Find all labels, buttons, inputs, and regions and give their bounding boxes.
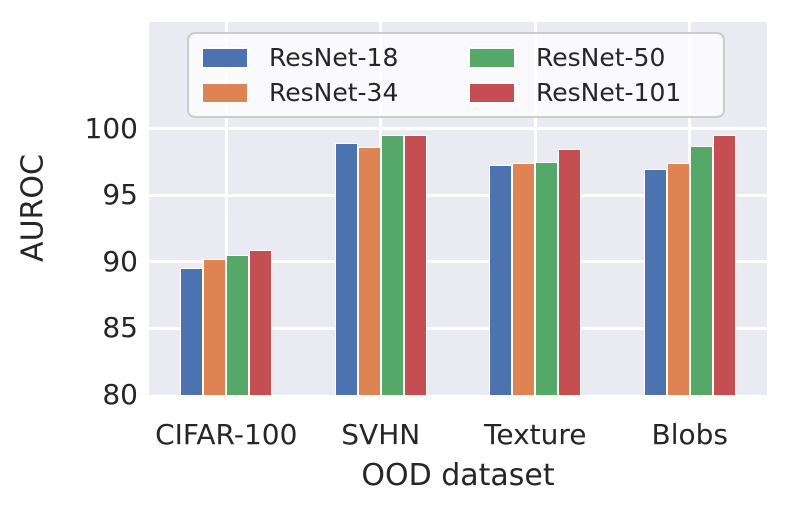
legend-item-ResNet-50: ResNet-50	[468, 43, 707, 72]
y-tick-label-85: 85	[102, 311, 138, 345]
bar-group-CIFAR-100	[180, 249, 273, 395]
bar-ResNet-101-CIFAR-100	[249, 249, 273, 395]
y-tick-label-95: 95	[102, 178, 138, 212]
legend: ResNet-18 ResNet-34 ResNet-50 ResNet-101	[187, 32, 725, 118]
bar-ResNet-18-CIFAR-100	[180, 268, 204, 395]
x-tick-label-Blobs: Blobs	[651, 418, 728, 451]
legend-swatch-icon	[468, 46, 516, 69]
bar-ResNet-50-Blobs	[689, 145, 713, 395]
y-axis-label: AUROC	[15, 154, 51, 262]
bar-ResNet-34-CIFAR-100	[203, 259, 227, 395]
y-tick-label-80: 80	[102, 378, 138, 411]
legend-item-ResNet-34: ResNet-34	[201, 78, 440, 107]
legend-label: ResNet-18	[269, 43, 399, 72]
bar-ResNet-18-Blobs	[643, 168, 667, 395]
bar-ResNet-50-Texture	[535, 161, 559, 395]
legend-item-ResNet-101: ResNet-101	[468, 78, 707, 107]
bar-ResNet-34-Blobs	[666, 163, 690, 395]
gridline-horizontal-85	[149, 326, 767, 330]
bar-ResNet-18-Texture	[489, 164, 513, 395]
gridline-horizontal-95	[149, 193, 767, 197]
gridline-horizontal-100	[149, 127, 767, 131]
bar-group-SVHN	[334, 135, 427, 395]
bar-ResNet-34-SVHN	[357, 147, 381, 395]
legend-label: ResNet-50	[536, 43, 666, 72]
bar-group-Blobs	[643, 135, 736, 395]
legend-item-ResNet-18: ResNet-18	[201, 43, 440, 72]
gridline-vertical-CIFAR-100	[224, 22, 228, 395]
bar-ResNet-101-Blobs	[712, 135, 736, 395]
bar-ResNet-50-SVHN	[380, 135, 404, 395]
legend-swatch-icon	[201, 81, 249, 104]
bar-ResNet-34-Texture	[512, 163, 536, 395]
bar-ResNet-50-CIFAR-100	[226, 255, 250, 395]
x-tick-label-SVHN: SVHN	[341, 418, 421, 451]
y-tick-label-90: 90	[102, 244, 138, 278]
legend-label: ResNet-101	[536, 78, 682, 107]
legend-label: ResNet-34	[269, 78, 399, 107]
gridline-horizontal-90	[149, 260, 767, 264]
x-tick-label-CIFAR-100: CIFAR-100	[155, 418, 298, 451]
legend-swatch-icon	[201, 46, 249, 69]
bar-ResNet-101-Texture	[558, 148, 582, 395]
legend-swatch-icon	[468, 81, 516, 104]
bar-ResNet-18-SVHN	[334, 143, 358, 395]
bar-group-Texture	[489, 148, 582, 395]
bar-ResNet-101-SVHN	[403, 135, 427, 395]
x-axis-label: OOD dataset	[361, 458, 555, 493]
y-tick-label-100: 100	[84, 111, 138, 145]
x-tick-label-Texture: Texture	[484, 418, 587, 451]
